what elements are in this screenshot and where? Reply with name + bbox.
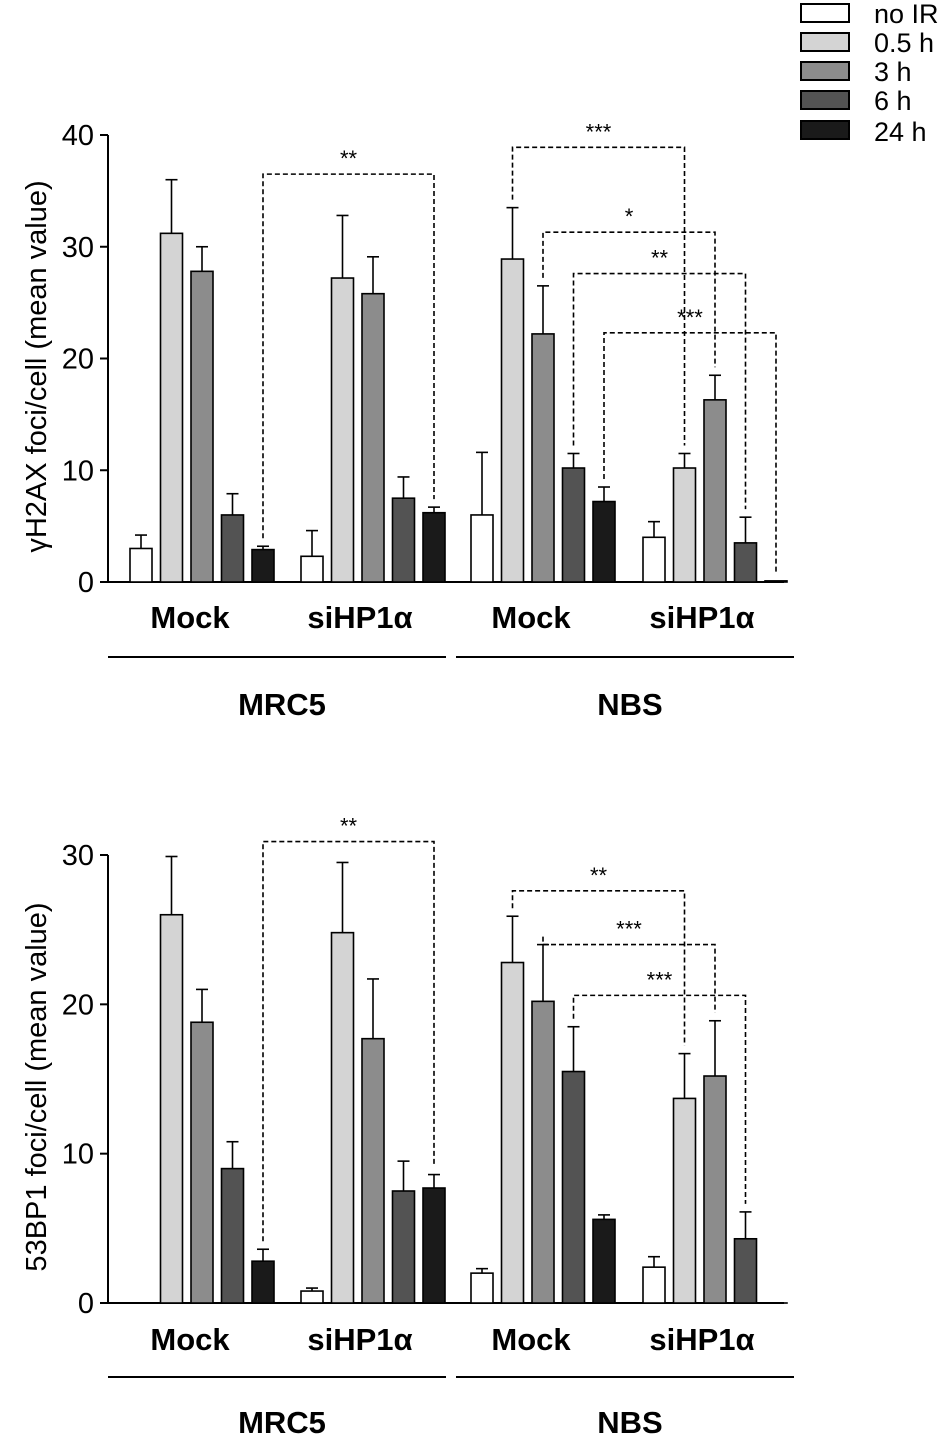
bar [470,1272,494,1304]
bar [592,1218,616,1304]
legend-label: 0.5 h [874,28,934,58]
bar [300,555,324,583]
bar [422,1187,446,1304]
y-tick-label: 30 [62,232,94,264]
bar [159,913,184,1304]
group-label: MRC5 [238,687,326,722]
y-axis-label: γH2AX foci/cell (mean value) [21,180,53,552]
category-label: Mock [491,1322,571,1357]
bar [361,1037,385,1304]
significance-bracket [511,890,686,1046]
bar [391,497,416,583]
significance-label: ** [340,146,358,171]
significance-bracket [542,936,716,1013]
y-tick-label: 10 [62,1139,94,1171]
category-label: Mock [150,1322,230,1357]
legend-item-6h: 6 h [800,86,912,116]
significance-label: *** [586,119,612,144]
bar [220,514,245,583]
bar [391,1190,416,1304]
legend-swatch [800,61,850,81]
significance-label: * [625,204,634,229]
significance-bracket [603,331,777,573]
group-label: MRC5 [238,1405,326,1440]
bar [330,277,355,583]
significance-label: ** [651,246,669,271]
legend-label: no IR [874,0,939,29]
significance-label: *** [647,967,673,992]
bar [330,931,355,1304]
bar [733,1237,758,1304]
bar [642,536,666,583]
y-axis-label: 53BP1 foci/cell (mean value) [21,902,53,1271]
significance-label: *** [677,305,703,330]
53bp1-chart: 0 10 20 30 53BP1 foci/cell (mean value) Mock s… [21,814,794,1440]
bar [251,548,275,583]
bar [764,580,788,583]
bar [251,1260,275,1304]
bar [470,514,494,583]
bar [592,500,616,583]
bar [531,1000,555,1304]
bar [190,270,214,583]
y-tick-label: 0 [78,567,94,599]
group-label: NBS [597,1405,662,1440]
category-label: Mock [150,600,230,635]
bar [672,467,697,583]
category-label: siHP1α [649,1322,754,1357]
legend-item-3h: 3 h [800,57,912,87]
y-tick-label: 30 [62,840,94,872]
significance-bracket [511,146,686,446]
gamma-h2ax-chart: 0 10 20 30 40 γH2AX foci/cell (mean value) Moc… [21,119,794,722]
bar [500,258,525,583]
legend-swatch [800,32,850,52]
y-tick-label: 10 [62,455,94,487]
bar [190,1021,214,1304]
legend-label: 24 h [874,117,927,147]
significance-label: ** [590,863,608,888]
significance-bracket [262,173,435,539]
legend-swatch [800,120,850,140]
bar [500,961,525,1304]
category-label: siHP1α [307,1322,412,1357]
bar [561,1070,586,1304]
category-label: siHP1α [307,600,412,635]
bar [361,292,385,583]
y-tick-label: 20 [62,989,94,1021]
bar [220,1167,245,1304]
legend: no IR 0.5 h 3 h 6 h 24 h [800,0,939,147]
significance-label: ** [340,814,358,839]
bar [703,1075,727,1304]
legend-label: 3 h [874,57,912,87]
legend-swatch [800,3,850,23]
bar [300,1290,324,1304]
bar [129,547,153,583]
significance-label: *** [616,917,642,942]
legend-item-0-5h: 0.5 h [800,28,934,58]
legend-item-no-ir: no IR [800,0,939,29]
bar [531,333,555,583]
bar [159,232,184,583]
y-tick-label: 40 [62,120,94,152]
category-label: Mock [491,600,571,635]
category-label: siHP1α [649,600,754,635]
legend-item-24h: 24 h [800,117,927,147]
legend-label: 6 h [874,86,912,116]
significance-bracket [542,231,716,368]
bar [642,1266,666,1304]
bar [422,511,446,583]
bar [561,467,586,583]
group-label: NBS [597,687,662,722]
y-tick-label: 20 [62,344,94,376]
y-tick-label: 0 [78,1288,94,1320]
legend-swatch [800,90,850,110]
significance-bracket [572,994,747,1204]
significance-bracket [572,272,747,510]
bar [672,1097,697,1304]
bar [703,399,727,583]
bar [733,542,758,583]
